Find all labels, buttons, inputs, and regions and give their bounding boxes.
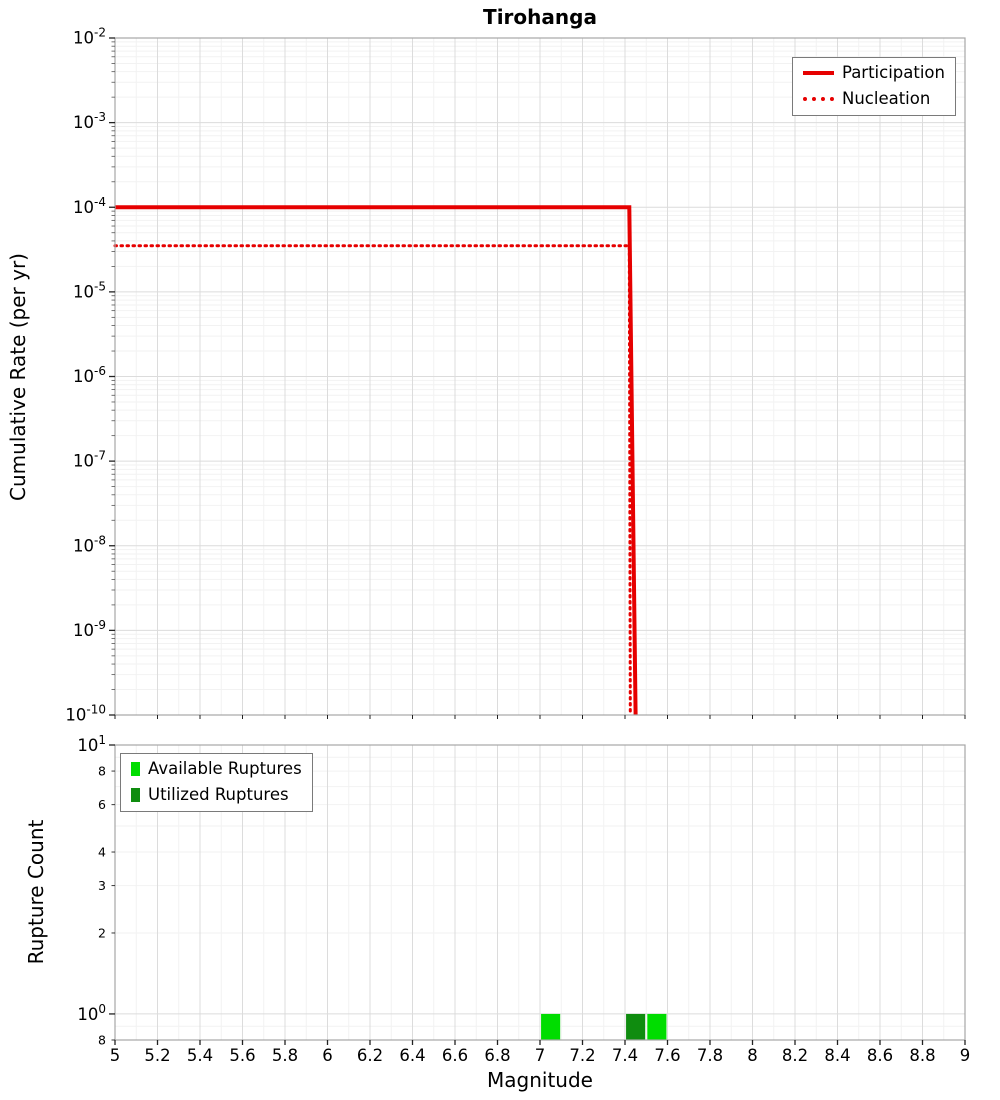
- tick-label: 101: [77, 733, 106, 755]
- tick-label: 10-9: [73, 618, 106, 640]
- rupture-bars: [541, 1013, 667, 1040]
- legend-label-utilized: Utilized Ruptures: [148, 784, 289, 804]
- rate-curves: [113, 205, 638, 717]
- tick-label: 8.6: [867, 1046, 893, 1065]
- tick-label: 6.8: [484, 1046, 510, 1065]
- tick-label: 8: [98, 1033, 106, 1048]
- nucleation-line: [113, 244, 632, 717]
- x-axis-label: Magnitude: [487, 1068, 593, 1092]
- tick-label: 8: [747, 1046, 758, 1065]
- tick-label: 6.4: [399, 1046, 425, 1065]
- tick-label: 8.8: [909, 1046, 935, 1065]
- legend-label-available: Available Ruptures: [148, 759, 302, 778]
- available-rupture-bar: [647, 1013, 667, 1040]
- tick-label: 7.4: [612, 1046, 638, 1065]
- tick-label: 7.6: [654, 1046, 680, 1065]
- tick-label: 7: [535, 1046, 546, 1065]
- legend-label-nucleation: Nucleation: [841, 88, 931, 108]
- participation-swatch: [802, 71, 834, 76]
- tick-label: 5.4: [187, 1046, 213, 1065]
- tick-label: 10-6: [73, 364, 106, 386]
- tick-label: 10-5: [73, 279, 106, 301]
- major-grid: [114, 37, 966, 1040]
- tick-label: 5.6: [229, 1046, 255, 1065]
- tick-label: 9: [960, 1046, 971, 1065]
- tick-label: 6: [98, 797, 106, 812]
- tick-label: 8: [98, 764, 106, 779]
- tick-label: 3: [98, 878, 106, 893]
- tick-label: 4: [98, 845, 106, 860]
- legend-entry-participation: Participation: [802, 63, 945, 83]
- rupture-legend: Available Ruptures Utilized Ruptures: [120, 753, 313, 812]
- tick-label: 10-10: [65, 703, 106, 725]
- chart-title: Tirohanga: [483, 5, 597, 29]
- tick-label: 10-7: [73, 449, 106, 471]
- legend-entry-utilized: Utilized Ruptures: [131, 784, 302, 805]
- tick-label: 5.2: [144, 1046, 170, 1065]
- legend-entry-nucleation: Nucleation: [802, 88, 945, 109]
- tick-label: 100: [77, 1002, 106, 1024]
- tick-label: 8.4: [824, 1046, 850, 1065]
- legend-label-participation: Participation: [841, 63, 945, 82]
- tick-label: 6.2: [357, 1046, 383, 1065]
- legend-entry-available: Available Ruptures: [131, 759, 302, 779]
- available-rupture-bar: [541, 1013, 561, 1040]
- tick-label: 5: [110, 1046, 121, 1065]
- available-swatch: [131, 762, 140, 777]
- ticks: 5 5.2 5.4 5.6 5.8 6 6.2 6.4 6.6 6.8 7 7.2 7.4 7.6 7.8 8…: [65, 26, 970, 1065]
- rate-legend: Participation Nucleation: [791, 57, 956, 116]
- tick-label: 7.8: [697, 1046, 723, 1065]
- participation-line: [115, 205, 638, 716]
- utilized-swatch: [131, 788, 140, 803]
- tick-label: 10-2: [73, 26, 106, 48]
- utilized-rupture-bar: [626, 1013, 646, 1040]
- tick-label: 8.2: [782, 1046, 808, 1065]
- tick-label: 10-3: [73, 110, 106, 132]
- tick-label: 10-4: [73, 195, 106, 217]
- tick-label: 7.2: [569, 1046, 595, 1065]
- tick-label: 6: [322, 1046, 333, 1065]
- tick-label: 6.6: [442, 1046, 468, 1065]
- tick-label: 10-8: [73, 533, 106, 555]
- tick-label: 2: [98, 925, 106, 940]
- tick-label: 5.8: [272, 1046, 298, 1065]
- nucleation-swatch: [802, 97, 834, 102]
